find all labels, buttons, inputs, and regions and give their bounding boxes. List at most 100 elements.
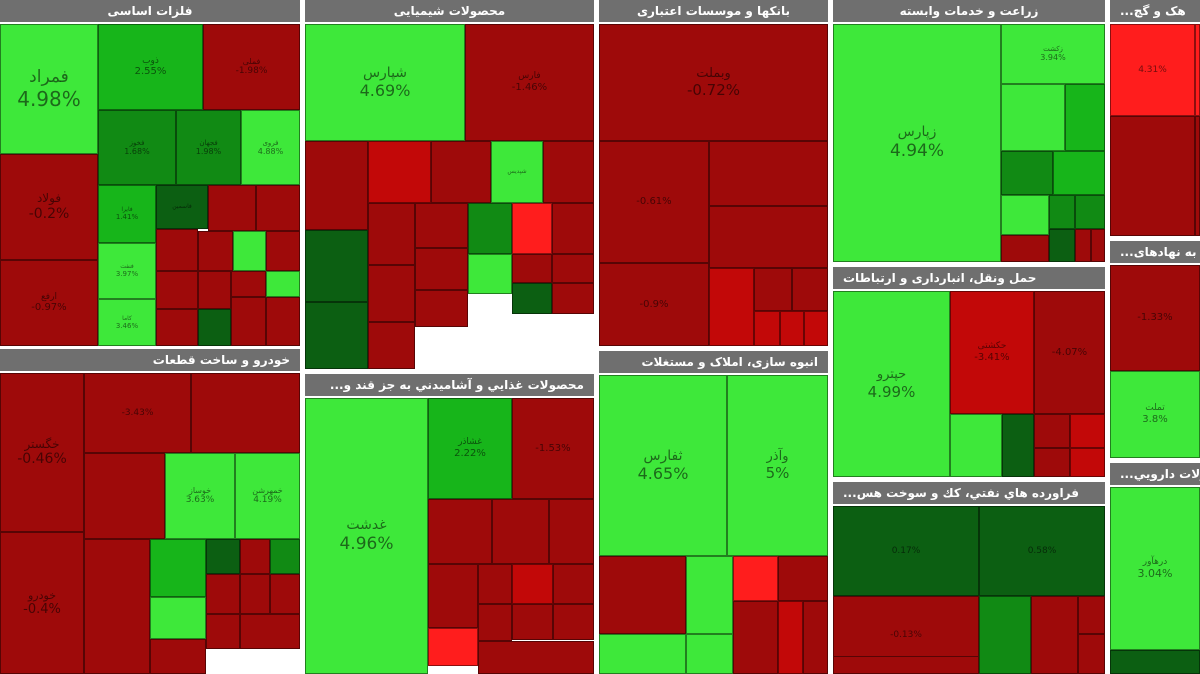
treemap-tile[interactable]: غدشت 4.96% (305, 398, 428, 674)
treemap-tile[interactable] (1001, 151, 1053, 195)
treemap-tile[interactable]: فمراد 4.98% (0, 24, 98, 154)
treemap-tile[interactable] (428, 564, 478, 628)
treemap-tile[interactable]: فخوز 1.68% (98, 110, 176, 185)
treemap-tile[interactable] (1031, 596, 1078, 674)
treemap-tile[interactable]: ارفع -0.97% (0, 260, 98, 346)
treemap-tile[interactable] (231, 271, 266, 297)
treemap-tile[interactable]: غشاذر 2.22% (428, 398, 512, 499)
treemap-tile[interactable] (1070, 414, 1105, 448)
treemap-tile[interactable] (191, 373, 300, 453)
treemap-tile[interactable] (1070, 448, 1105, 477)
treemap-tile[interactable] (1078, 596, 1105, 634)
treemap-tile[interactable] (156, 309, 198, 346)
treemap-tile[interactable] (599, 556, 686, 634)
treemap-tile[interactable] (778, 556, 828, 601)
treemap-tile[interactable] (468, 203, 512, 254)
treemap-tile[interactable] (1001, 195, 1049, 235)
treemap-tile[interactable]: -0.9% (599, 263, 709, 346)
treemap-tile[interactable]: فارس -1.46% (465, 24, 594, 141)
treemap-tile[interactable]: زپارس 4.94% (833, 24, 1001, 262)
treemap-tile[interactable] (553, 564, 594, 604)
treemap-tile[interactable]: حپترو 4.99% (833, 291, 950, 477)
treemap-tile[interactable] (1034, 448, 1070, 477)
treemap-tile[interactable] (150, 597, 206, 639)
treemap-tile[interactable] (599, 634, 686, 674)
treemap-tile[interactable] (1001, 235, 1049, 262)
treemap-tile[interactable] (778, 601, 803, 674)
treemap-tile[interactable] (305, 302, 368, 369)
treemap-tile[interactable] (686, 556, 733, 634)
treemap-tile[interactable] (1065, 84, 1105, 151)
treemap-tile[interactable]: درهآور 3.04% (1110, 487, 1200, 650)
treemap-tile[interactable] (1110, 650, 1200, 674)
treemap-tile[interactable] (150, 539, 206, 597)
treemap-tile[interactable] (1002, 414, 1034, 477)
treemap-tile[interactable]: فاسمین (156, 185, 208, 229)
treemap-tile[interactable] (305, 230, 368, 302)
treemap-tile[interactable]: خودرو -0.4% (0, 532, 84, 674)
treemap-tile[interactable] (1195, 24, 1200, 116)
sector-header-refinery[interactable]: ...فراورده هاي نفتي، كك و سوخت هس (833, 482, 1105, 504)
treemap-tile[interactable]: حکشتی -3.41% (950, 291, 1034, 414)
treemap-tile[interactable] (512, 564, 553, 604)
treemap-tile[interactable]: فولاد -0.2% (0, 154, 98, 260)
treemap-tile[interactable] (198, 231, 233, 271)
sector-header-metals[interactable]: فلزات اساسی (0, 0, 300, 22)
treemap-tile[interactable]: وآذر 5% (727, 375, 828, 556)
treemap-tile[interactable] (198, 309, 231, 346)
treemap-tile[interactable] (270, 539, 300, 574)
treemap-tile[interactable] (709, 268, 754, 346)
treemap-tile[interactable]: -1.53% (512, 398, 594, 499)
treemap-tile[interactable]: تملت 3.8% (1110, 371, 1200, 458)
treemap-tile[interactable] (754, 268, 792, 311)
treemap-tile[interactable] (206, 539, 240, 574)
treemap-tile[interactable]: -1.33% (1110, 265, 1200, 371)
treemap-tile[interactable] (198, 271, 231, 309)
treemap-tile[interactable] (950, 414, 1002, 477)
treemap-tile[interactable]: شپارس 4.69% (305, 24, 465, 141)
treemap-tile[interactable] (368, 265, 415, 322)
treemap-tile[interactable] (686, 634, 733, 674)
treemap-tile[interactable] (512, 283, 552, 314)
sector-header-agri[interactable]: زراعت و خدمات وابسته (833, 0, 1105, 22)
treemap-tile[interactable] (1075, 195, 1105, 229)
sector-header-transport[interactable]: حمل ونقل، انبارداری و ارتباطات (833, 267, 1105, 289)
treemap-tile[interactable] (84, 453, 165, 539)
treemap-tile[interactable] (240, 614, 300, 649)
treemap-tile[interactable] (84, 539, 150, 674)
treemap-tile[interactable] (266, 297, 300, 346)
treemap-tile[interactable] (231, 297, 266, 346)
treemap-tile[interactable] (512, 604, 553, 640)
treemap-tile[interactable]: 4.31% (1110, 24, 1195, 116)
treemap-tile[interactable] (512, 203, 552, 254)
treemap-tile[interactable] (206, 574, 240, 614)
treemap-tile[interactable] (368, 141, 431, 203)
treemap-tile[interactable] (270, 574, 300, 614)
treemap-tile[interactable] (1075, 229, 1091, 262)
treemap-tile[interactable]: 0.17% (833, 506, 979, 596)
treemap-tile[interactable] (156, 271, 198, 309)
treemap-tile[interactable]: خوساز 3.63% (165, 453, 235, 539)
treemap-tile[interactable] (415, 290, 468, 327)
treemap-tile[interactable] (552, 283, 594, 314)
treemap-tile[interactable] (468, 254, 512, 294)
treemap-tile[interactable]: کاما 3.46% (98, 299, 156, 346)
treemap-tile[interactable] (478, 564, 512, 604)
treemap-tile[interactable]: فجهان 1.98% (176, 110, 241, 185)
treemap-tile[interactable] (240, 574, 270, 614)
treemap-tile[interactable] (1195, 116, 1200, 236)
treemap-tile[interactable] (431, 141, 491, 203)
treemap-tile[interactable] (368, 203, 415, 265)
treemap-tile[interactable] (552, 203, 594, 254)
treemap-tile[interactable] (979, 596, 1031, 674)
treemap-tile[interactable]: 0.58% (979, 506, 1105, 596)
treemap-tile[interactable] (1034, 414, 1070, 448)
treemap-tile[interactable] (156, 229, 198, 271)
treemap-tile[interactable] (833, 656, 979, 674)
treemap-tile[interactable]: خگستر -0.46% (0, 373, 84, 532)
treemap-tile[interactable] (206, 614, 240, 649)
treemap-tile[interactable]: -0.61% (599, 141, 709, 263)
treemap-tile[interactable] (1078, 634, 1105, 674)
treemap-tile[interactable] (780, 311, 804, 346)
treemap-tile[interactable]: خمهرشن 4.19% (235, 453, 300, 539)
